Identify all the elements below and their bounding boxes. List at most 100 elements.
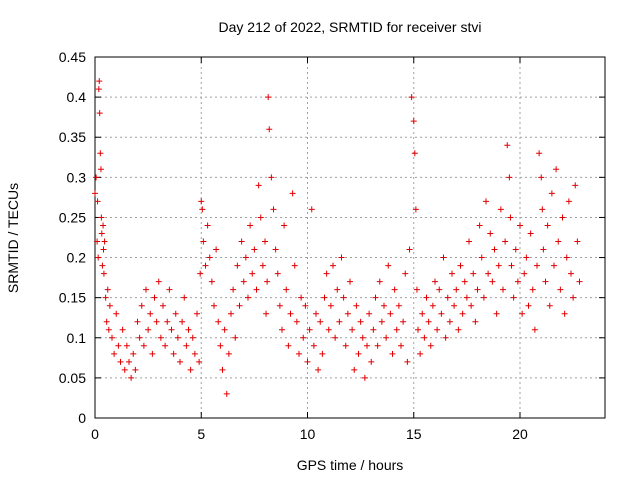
data-point: [242, 254, 249, 261]
data-point: [245, 294, 251, 301]
data-point: [98, 214, 105, 221]
data-point: [559, 214, 566, 221]
data-point: [174, 334, 181, 341]
y-tick-label: 0: [78, 410, 86, 426]
data-point: [444, 294, 451, 301]
data-point: [151, 294, 158, 301]
data-point: [419, 310, 426, 317]
y-axis-label: SRMTID / TECUs: [5, 183, 21, 293]
data-point: [130, 350, 137, 357]
data-point: [412, 206, 419, 213]
data-point: [557, 286, 564, 293]
x-axis-label: GPS time / hours: [297, 457, 404, 473]
data-point: [474, 286, 481, 293]
data-point: [187, 366, 194, 373]
data-point: [344, 310, 351, 317]
data-point: [364, 342, 370, 349]
data-point: [463, 294, 470, 301]
data-point: [287, 310, 294, 317]
data-point: [315, 366, 322, 373]
data-point: [240, 278, 247, 285]
data-point: [536, 150, 543, 157]
data-point: [553, 166, 560, 173]
data-point: [325, 326, 332, 333]
data-point: [485, 270, 492, 277]
data-point: [361, 374, 368, 381]
data-point: [145, 326, 152, 333]
data-point: [565, 198, 572, 205]
y-tick-label: 0.2: [67, 250, 87, 266]
data-point: [436, 286, 443, 293]
data-point: [563, 254, 570, 261]
data-point: [276, 302, 283, 309]
data-points: [92, 78, 583, 397]
data-point: [302, 302, 309, 309]
data-point: [106, 302, 113, 309]
data-point: [555, 238, 562, 245]
data-point: [296, 350, 302, 357]
data-point: [225, 350, 232, 357]
data-point: [147, 310, 154, 317]
data-point: [95, 254, 102, 261]
data-point: [459, 310, 466, 317]
data-point: [270, 206, 277, 213]
data-point: [483, 198, 489, 205]
y-tick-label: 0.3: [67, 169, 87, 185]
data-point: [123, 342, 130, 349]
data-point: [253, 286, 260, 293]
data-point: [425, 318, 432, 325]
data-point: [255, 182, 262, 189]
data-point: [213, 246, 220, 253]
data-point: [194, 310, 200, 317]
data-point: [370, 326, 377, 333]
x-tick-label: 5: [197, 426, 205, 442]
data-point: [317, 318, 324, 325]
data-point: [281, 222, 288, 229]
data-point: [351, 366, 358, 373]
data-point: [164, 318, 171, 325]
data-point: [102, 294, 109, 301]
data-point: [208, 278, 215, 285]
data-point: [480, 294, 487, 301]
data-point: [487, 230, 494, 237]
data-point: [319, 350, 326, 357]
data-point: [185, 326, 192, 333]
data-point: [298, 294, 305, 301]
data-point: [389, 350, 396, 357]
data-point: [274, 270, 281, 277]
chart-title: Day 212 of 2022, SRMTID for receiver stv…: [219, 19, 482, 35]
data-point: [321, 294, 328, 301]
data-point: [177, 358, 183, 365]
data-point: [506, 174, 513, 181]
data-point: [249, 270, 256, 277]
data-point: [155, 278, 162, 285]
y-axis: 0 0.05 0.1 0.15 0.2 0.25 0.3 0.35 0.4 0.45: [59, 49, 605, 426]
data-point: [215, 318, 222, 325]
data-point: [561, 310, 568, 317]
y-tick-label: 0.15: [59, 290, 86, 306]
data-point: [126, 358, 132, 365]
data-point: [408, 94, 415, 101]
data-point: [105, 326, 112, 333]
data-point: [138, 302, 145, 309]
data-point: [99, 262, 106, 269]
data-point: [449, 270, 455, 277]
data-point: [221, 326, 228, 333]
data-point: [383, 334, 390, 341]
data-point: [574, 238, 581, 245]
data-point: [523, 254, 530, 261]
data-point: [510, 294, 517, 301]
data-point: [219, 366, 226, 373]
data-point: [157, 334, 164, 341]
data-point: [451, 302, 458, 309]
y-tick-label: 0.4: [67, 89, 87, 105]
y-tick-label: 0.05: [59, 370, 86, 386]
data-point: [466, 238, 472, 245]
data-point: [514, 278, 521, 285]
y-tick-label: 0.25: [59, 209, 86, 225]
data-point: [272, 246, 279, 253]
data-point: [378, 318, 385, 325]
data-point: [476, 222, 483, 229]
data-point: [570, 294, 577, 301]
